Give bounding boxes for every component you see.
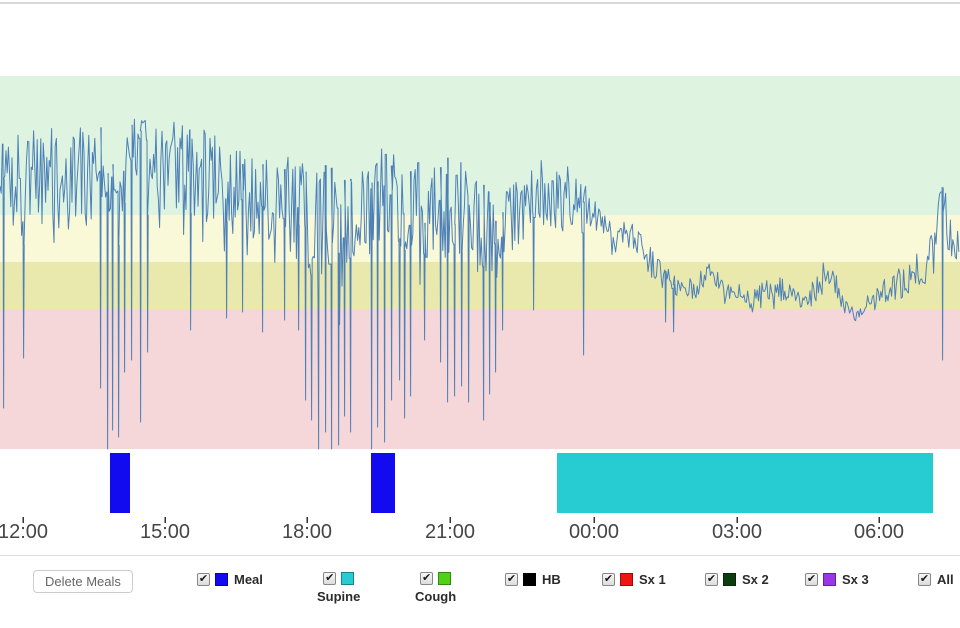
legend-item-cough[interactable]: Cough [415,572,456,604]
sx1-legend-label: Sx 1 [639,572,666,587]
x-tick-label: 03:00 [711,521,763,543]
meal-color-swatch [215,573,228,586]
x-tick-label: 12:00 [0,521,49,543]
ph-trace [0,118,960,450]
meal-bar[interactable] [371,453,395,513]
legend-item-supine[interactable]: Supine [317,572,360,604]
sx3-legend-label: Sx 3 [842,572,869,587]
supine-color-swatch [341,572,355,585]
sx1-color-swatch [620,573,633,586]
all-legend-label: All [937,572,954,587]
event-bars[interactable] [110,453,933,513]
meal-checkbox[interactable] [197,573,210,586]
meal-legend-label: Meal [234,572,263,587]
x-tick-label: 06:00 [853,521,905,543]
x-tick-label: 18:00 [281,521,333,543]
legend-item-sx3[interactable]: Sx 3 [805,572,869,587]
hb-checkbox[interactable] [505,573,518,586]
x-tick-label: 15:00 [139,521,191,543]
meal-bar[interactable] [110,453,130,513]
legend-item-sx1[interactable]: Sx 1 [602,572,666,587]
sx3-color-swatch [823,573,836,586]
legend-item-sx2[interactable]: Sx 2 [705,572,769,587]
hb-color-swatch [523,573,536,586]
x-tick-label: 21:00 [424,521,476,543]
supine-checkbox[interactable] [323,572,337,585]
cough-legend-label: Cough [415,589,457,604]
x-tick-label: 00:00 [568,521,620,543]
sx1-checkbox[interactable] [602,573,615,586]
sx2-legend-label: Sx 2 [742,572,769,587]
ph-chart[interactable] [0,0,960,555]
top-divider [0,2,960,4]
supine-legend-label: Supine [317,589,361,604]
legend-item-hb[interactable]: HB [505,572,561,587]
sx3-checkbox[interactable] [805,573,818,586]
legend-item-all[interactable]: All [918,572,954,587]
cough-color-swatch [438,572,452,585]
hb-legend-label: HB [542,572,561,587]
legend-item-meal[interactable]: Meal [197,572,263,587]
cough-checkbox[interactable] [420,572,434,585]
sx2-color-swatch [723,573,736,586]
supine-bar[interactable] [557,453,933,513]
all-checkbox[interactable] [918,573,931,586]
x-axis-ticks [22,517,880,523]
sx2-checkbox[interactable] [705,573,718,586]
legend-divider [0,555,960,556]
delete-meals-button[interactable]: Delete Meals [33,570,133,593]
